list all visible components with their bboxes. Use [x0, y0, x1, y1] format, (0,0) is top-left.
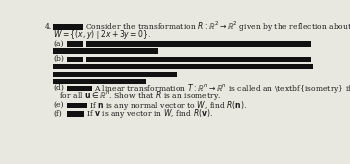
- Bar: [67, 103, 87, 108]
- Text: If $\mathbf{n}$ is any normal vector to $W$, find $R(\mathbf{n})$.: If $\mathbf{n}$ is any normal vector to …: [90, 99, 247, 112]
- Text: 4.: 4.: [45, 23, 52, 31]
- Bar: [67, 57, 83, 62]
- Text: If $\mathbf{v}$ is any vector in $W$, find $R(\mathbf{v})$.: If $\mathbf{v}$ is any vector in $W$, fi…: [86, 107, 214, 120]
- Bar: [53, 79, 146, 84]
- Text: (b): (b): [53, 55, 64, 63]
- Text: A linear transformation $T: \mathbb{R}^n \to \mathbb{R}^n$ is called an \textbf{: A linear transformation $T: \mathbb{R}^n…: [94, 82, 350, 95]
- Bar: [53, 64, 313, 69]
- Bar: [67, 86, 92, 91]
- Text: for all $\mathbf{u} \in \mathbb{R}^n$. Show that $R$ is an isometry.: for all $\mathbf{u} \in \mathbb{R}^n$. S…: [59, 89, 221, 102]
- Text: $W = \{(x, y) \mid 2x + 3y = 0\}.$: $W = \{(x, y) \mid 2x + 3y = 0\}.$: [53, 28, 151, 41]
- Text: (d): (d): [53, 84, 64, 92]
- Bar: [53, 72, 177, 77]
- Text: (a): (a): [53, 40, 64, 48]
- Bar: [86, 57, 311, 62]
- Bar: [67, 111, 84, 117]
- Bar: [86, 41, 311, 47]
- Bar: [67, 41, 83, 47]
- Text: (f): (f): [53, 110, 62, 118]
- Bar: [53, 48, 158, 54]
- Bar: [53, 23, 83, 30]
- Text: (e): (e): [53, 101, 64, 109]
- Text: Consider the transformation $R: \mathbb{R}^2 \to \mathbb{R}^2$ given by the refl: Consider the transformation $R: \mathbb{…: [85, 19, 350, 34]
